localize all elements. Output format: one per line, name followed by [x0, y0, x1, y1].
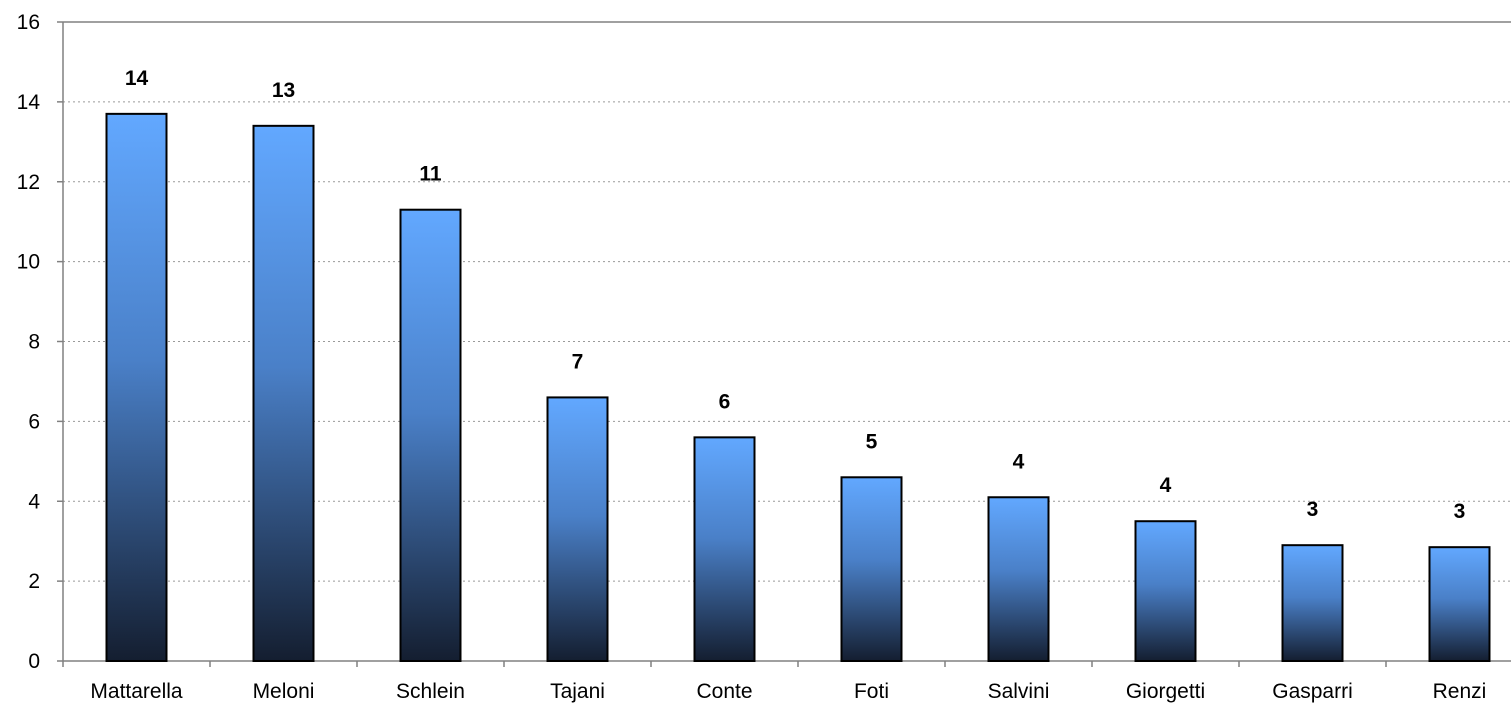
data-label: 4: [1160, 474, 1172, 497]
y-tick-label: 16: [17, 11, 40, 34]
data-label: 14: [125, 67, 149, 90]
y-tick-label: 2: [28, 570, 40, 593]
y-tick-label: 8: [28, 331, 40, 354]
data-label: 4: [1013, 450, 1025, 473]
bar-renzi: [1428, 546, 1491, 662]
data-label: 3: [1454, 500, 1466, 523]
x-category-label: Foti: [854, 680, 889, 703]
labels: 0 2 4 6 8 10 12 14 16 14 Mattarella 13 Meloni 11 Schle…: [17, 11, 1487, 703]
y-tick-label: 0: [28, 650, 40, 673]
bar-meloni: [252, 124, 315, 662]
data-label: 6: [719, 390, 731, 413]
x-category-label: Gasparri: [1272, 680, 1353, 703]
y-tick-label: 14: [17, 91, 41, 114]
data-label: 7: [572, 350, 584, 373]
bar-mattarella: [105, 112, 168, 662]
data-label: 11: [419, 163, 442, 186]
x-category-label: Giorgetti: [1126, 680, 1205, 703]
bar-conte: [693, 436, 756, 662]
data-label: 5: [866, 430, 878, 453]
y-tick-label: 6: [28, 410, 40, 433]
bar-tajani: [546, 396, 609, 662]
x-category-label: Mattarella: [90, 680, 183, 703]
x-category-label: Meloni: [253, 680, 315, 703]
x-category-label: Tajani: [550, 680, 605, 703]
y-tick-label: 4: [28, 490, 40, 513]
y-tick-label: 10: [17, 251, 40, 274]
x-category-label: Salvini: [988, 680, 1050, 703]
bar-schlein: [399, 208, 462, 663]
x-category-label: Schlein: [396, 680, 465, 703]
data-label: 3: [1307, 498, 1319, 521]
data-label: 13: [272, 79, 295, 102]
x-category-label: Renzi: [1433, 680, 1487, 703]
x-category-label: Conte: [696, 680, 752, 703]
bar-giorgetti: [1134, 520, 1197, 662]
bar-gasparri: [1281, 544, 1344, 663]
bar-foti: [840, 476, 903, 662]
bars: [105, 112, 1491, 663]
y-tick-label: 12: [17, 171, 40, 194]
bar-salvini: [987, 496, 1050, 662]
